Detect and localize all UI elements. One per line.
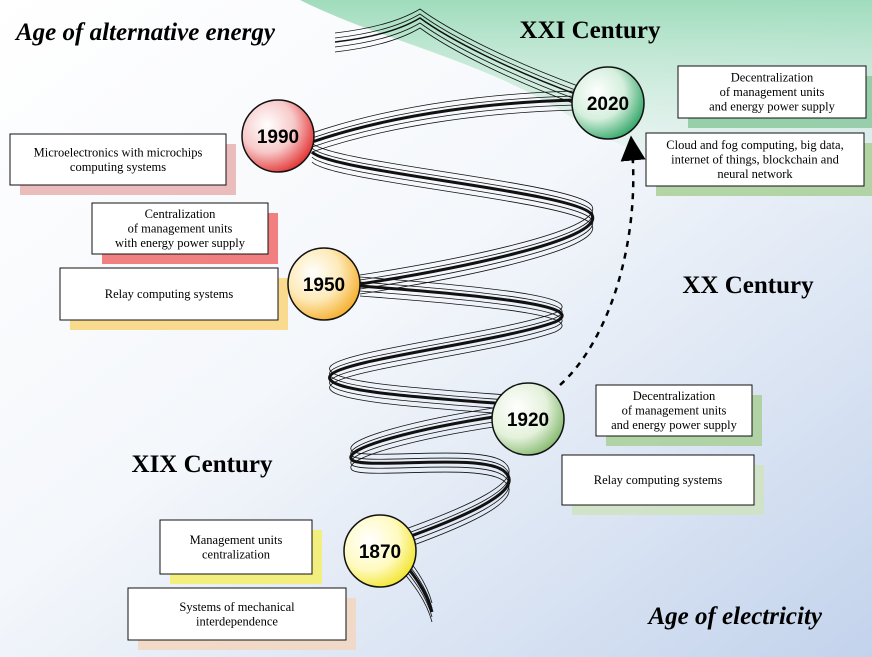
page: Decentralizationof management unitsand e… bbox=[0, 0, 872, 657]
era-title: Age of electricity bbox=[646, 603, 822, 630]
note-line: Systems of mechanical bbox=[179, 600, 295, 614]
note-line: with energy power supply bbox=[115, 236, 246, 250]
diagram: Decentralizationof management unitsand e… bbox=[0, 0, 872, 657]
note-line: Microelectronics with microchips bbox=[34, 145, 203, 159]
note-line: of management units bbox=[720, 85, 825, 99]
century-title: XIX Century bbox=[132, 451, 273, 478]
century-title: XX Century bbox=[682, 272, 814, 299]
note-line: Centralization bbox=[145, 207, 217, 221]
note-line: of management units bbox=[128, 222, 233, 236]
milestone-year: 1870 bbox=[359, 542, 401, 563]
note-line: Management units bbox=[190, 533, 283, 547]
milestone-year: 1990 bbox=[257, 127, 299, 148]
note-line: and energy power supply bbox=[709, 100, 836, 114]
note-text: Relay computing systems bbox=[594, 473, 723, 487]
note-line: of management units bbox=[622, 404, 727, 418]
note-line: neural network bbox=[717, 167, 793, 181]
note-line: computing systems bbox=[70, 160, 166, 174]
note-line: and energy power supply bbox=[611, 418, 738, 432]
note-text: Relay computing systems bbox=[105, 287, 234, 301]
note-line: Relay computing systems bbox=[105, 287, 234, 301]
note-line: interdependence bbox=[196, 614, 278, 628]
milestone-year: 1920 bbox=[507, 410, 549, 431]
milestone-year: 1950 bbox=[303, 275, 345, 296]
note-line: centralization bbox=[202, 547, 271, 561]
note-line: internet of things, blockchain and bbox=[671, 153, 839, 167]
milestone-year: 2020 bbox=[587, 94, 629, 115]
century-title: XXI Century bbox=[520, 17, 661, 44]
note-line: Decentralization bbox=[633, 389, 716, 403]
note-line: Cloud and fog computing, big data, bbox=[666, 138, 843, 152]
era-title: Age of alternative energy bbox=[14, 19, 276, 46]
note-line: Relay computing systems bbox=[594, 473, 723, 487]
note-line: Decentralization bbox=[731, 71, 814, 85]
